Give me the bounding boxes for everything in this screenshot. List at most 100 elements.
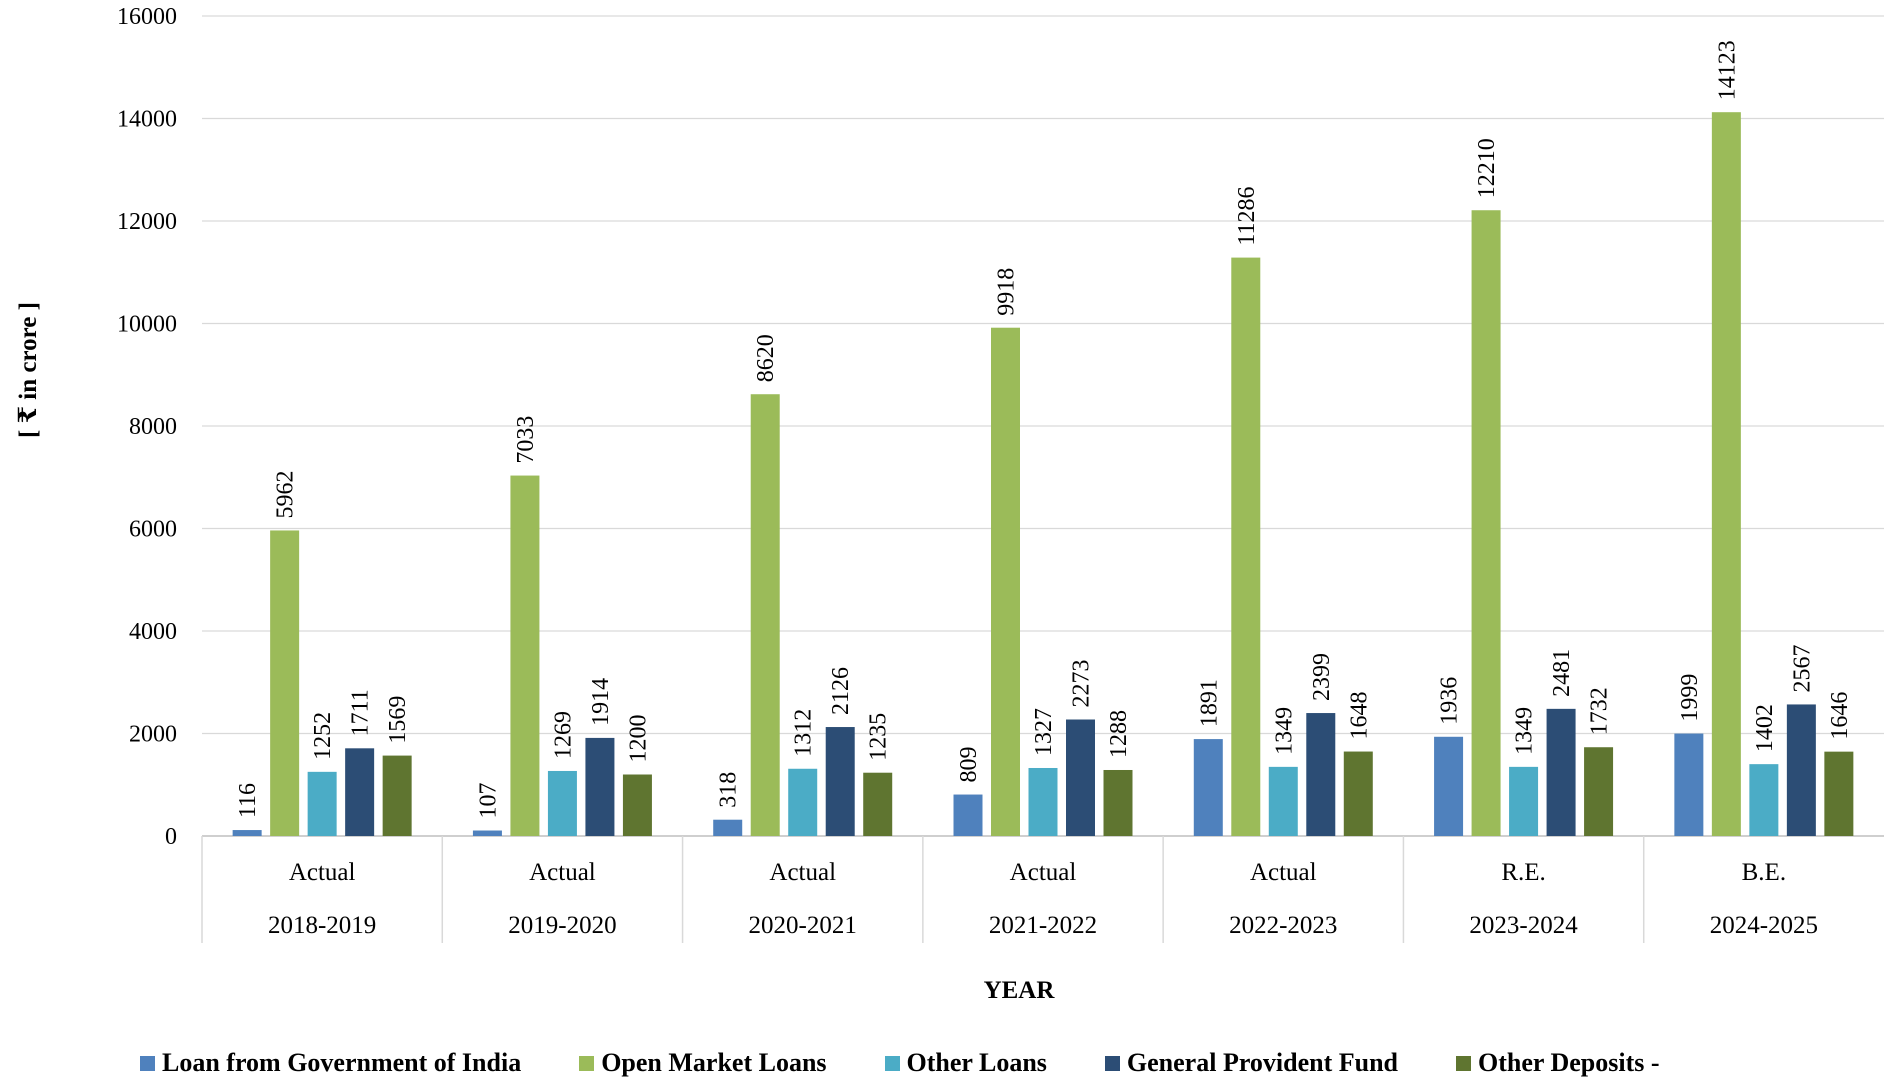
data-label: 7033 <box>513 416 539 464</box>
x-axis-title: YEAR <box>984 977 1056 1004</box>
bar <box>547 770 577 836</box>
data-label: 809 <box>956 747 982 783</box>
legend-item: Other Deposits - <box>1456 1048 1660 1078</box>
legend-item: General Provident Fund <box>1104 1048 1399 1078</box>
data-label: 1914 <box>588 678 614 726</box>
data-label: 14123 <box>1714 40 1740 100</box>
bar <box>1824 751 1854 836</box>
data-label: 1402 <box>1752 704 1778 752</box>
legend-swatch <box>1456 1055 1472 1071</box>
data-label: 1349 <box>1512 707 1538 755</box>
legend-swatch <box>140 1055 155 1071</box>
bar <box>1103 769 1133 836</box>
category-year-label: 2021-2022 <box>989 912 1097 939</box>
legend-swatch <box>884 1055 900 1071</box>
bar <box>953 794 983 836</box>
data-label: 2126 <box>828 667 854 715</box>
data-label: 318 <box>716 772 742 808</box>
bar <box>750 394 780 836</box>
bar <box>863 772 893 836</box>
bar <box>1786 704 1816 836</box>
bar <box>1434 736 1464 836</box>
data-label: 1235 <box>866 713 892 761</box>
legend-label: Other Deposits - <box>1478 1048 1660 1077</box>
legend-item: Open Market Loans <box>579 1048 827 1078</box>
bar <box>307 771 337 836</box>
data-label: 116 <box>235 783 261 818</box>
category-status-label: Actual <box>289 859 356 886</box>
legend-label: Open Market Loans <box>601 1048 827 1077</box>
legend-swatch <box>1104 1055 1120 1071</box>
bar <box>1268 766 1298 836</box>
legend-item: Other Loans <box>884 1048 1047 1078</box>
data-label: 1711 <box>348 689 374 736</box>
data-label: 1288 <box>1106 710 1132 758</box>
category-year-label: 2019-2020 <box>508 912 616 939</box>
data-label: 1999 <box>1677 674 1703 722</box>
legend: Loan from Government of India Open Market… <box>140 1048 1660 1078</box>
y-tick-label: 6000 <box>129 517 177 543</box>
category-status-label: Actual <box>1010 859 1077 886</box>
data-label: 1569 <box>385 696 411 744</box>
y-tick-label: 4000 <box>129 619 177 645</box>
bar <box>585 737 615 836</box>
bar <box>1674 733 1704 836</box>
bar <box>622 774 652 836</box>
category-status-label: Actual <box>1250 859 1317 886</box>
bar <box>382 755 412 836</box>
data-label: 1648 <box>1346 692 1372 740</box>
data-label: 2399 <box>1309 653 1335 701</box>
y-tick-label: 2000 <box>129 722 177 748</box>
bar <box>1066 719 1095 836</box>
bar <box>472 830 502 836</box>
bar <box>510 475 540 836</box>
category-status-label: Actual <box>769 859 836 886</box>
bar <box>1711 112 1741 837</box>
y-tick-label: 16000 <box>117 4 177 30</box>
legend-item: Loan from Government of India <box>140 1048 521 1078</box>
category-year-label: 2020-2021 <box>749 912 857 939</box>
bar <box>991 327 1020 836</box>
y-tick-label: 0 <box>165 824 177 850</box>
bar <box>788 768 818 836</box>
y-axis-title: [ ₹ in crore ] <box>15 302 42 438</box>
data-label: 1349 <box>1271 707 1297 755</box>
bar <box>1509 766 1539 836</box>
y-tick-label: 14000 <box>117 107 177 133</box>
data-label: 1327 <box>1031 708 1057 756</box>
data-labels: 116 5962 1252 1711 1569 107 7033 1269 1914 1200 31… <box>235 40 1853 818</box>
category-status-label: B.E. <box>1742 859 1786 886</box>
y-axis-ticks: 0 2000 4000 6000 8000 10000 12000 14000 16000 <box>117 4 177 850</box>
legend-swatch <box>579 1055 595 1071</box>
bar <box>345 748 375 836</box>
data-label: 8620 <box>753 334 779 382</box>
data-label: 2481 <box>1549 649 1575 697</box>
bar <box>1028 767 1058 836</box>
legend-label: Loan from Government of India <box>162 1048 522 1077</box>
bar-chart: 0 2000 4000 6000 8000 10000 12000 14000 16000 11… <box>15 4 1884 1004</box>
bar <box>1343 751 1373 836</box>
data-label: 1646 <box>1827 692 1853 740</box>
bar <box>1193 739 1223 836</box>
category-year-label: 2022-2023 <box>1229 912 1337 939</box>
category-year-label: 2018-2019 <box>268 912 376 939</box>
y-tick-label: 12000 <box>117 209 177 235</box>
bar <box>1749 764 1779 836</box>
bar <box>1584 747 1614 836</box>
category-year-label: 2024-2025 <box>1710 912 1818 939</box>
category-status-label: R.E. <box>1501 859 1545 886</box>
data-label: 5962 <box>273 470 299 518</box>
data-label: 9918 <box>994 268 1020 316</box>
data-label: 11286 <box>1234 186 1260 245</box>
data-label: 1936 <box>1437 677 1463 725</box>
gridlines <box>202 15 1884 837</box>
legend-label: Other Loans <box>906 1048 1047 1077</box>
data-label: 12210 <box>1474 138 1500 198</box>
x-axis-categories: Actual 2018-2019 Actual 2019-2020 Actual 2020… <box>201 836 1818 943</box>
category-year-label: 2023-2024 <box>1469 912 1578 939</box>
data-label: 1252 <box>310 712 336 760</box>
bar <box>1546 708 1576 836</box>
y-tick-label: 8000 <box>129 414 177 440</box>
legend-label: General Provident Fund <box>1126 1048 1399 1077</box>
bar <box>825 727 855 836</box>
